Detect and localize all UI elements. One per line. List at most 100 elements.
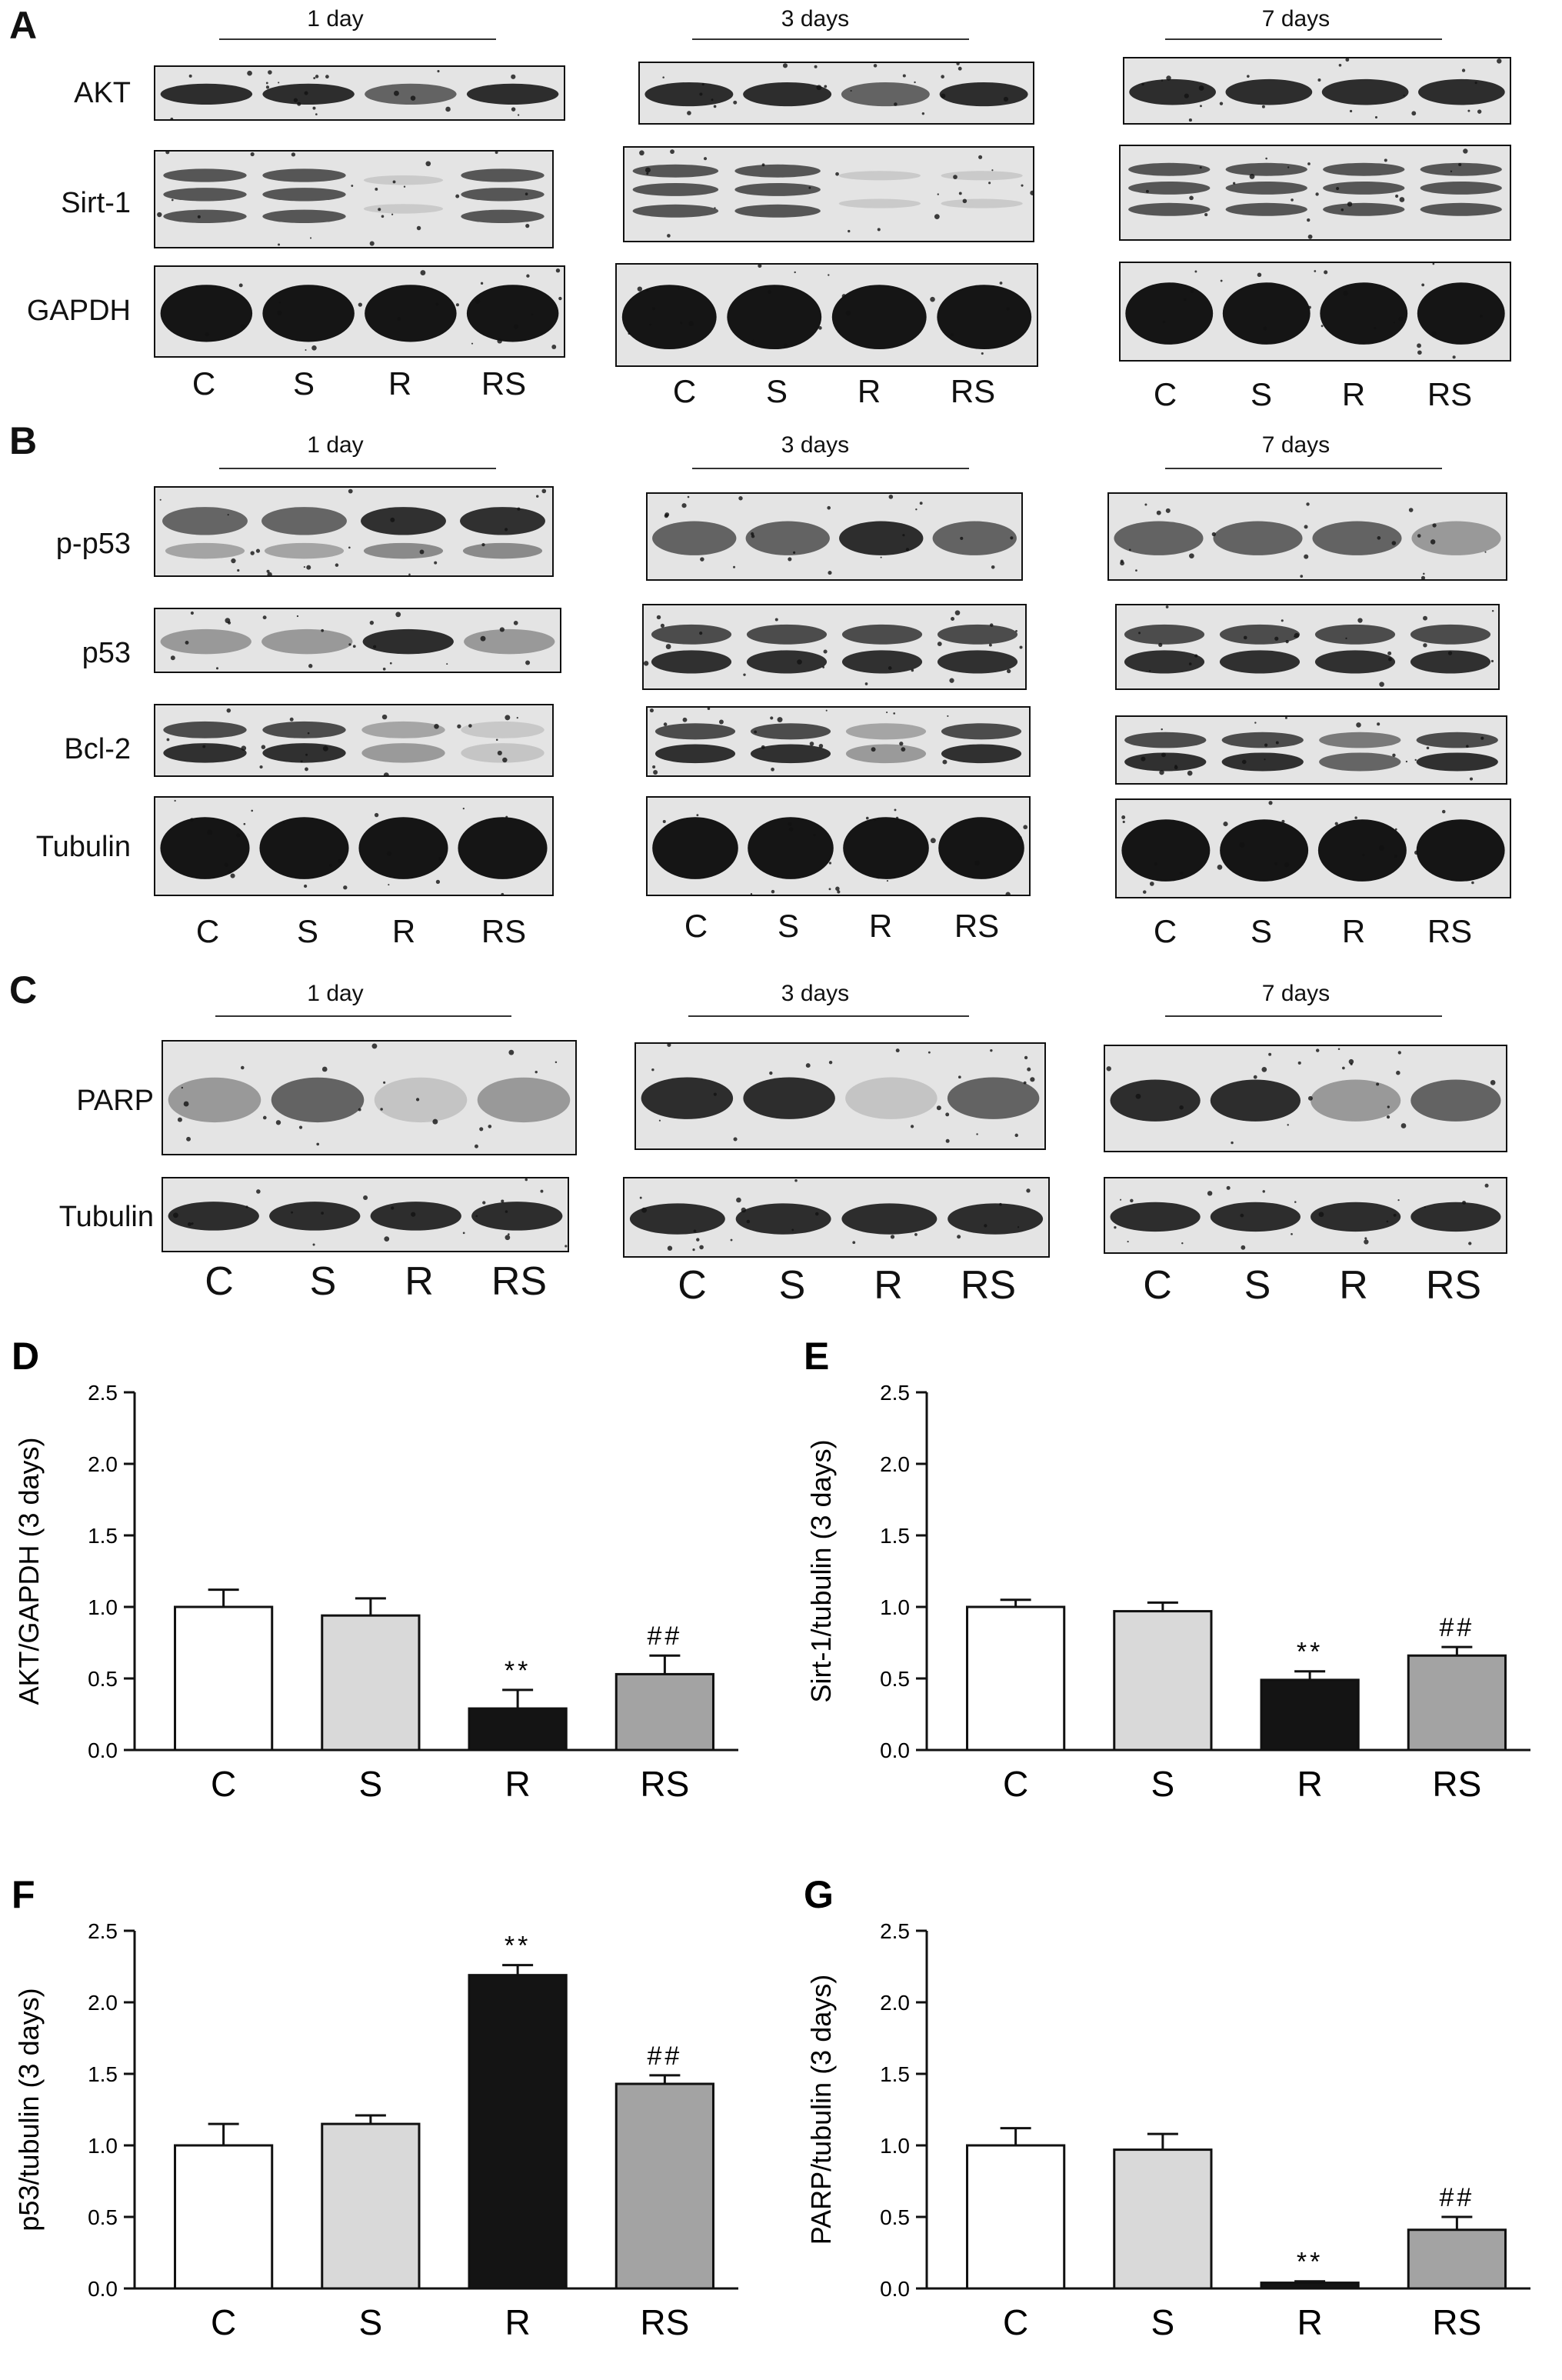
blot-speck xyxy=(411,1212,416,1217)
timepoint-line xyxy=(1165,38,1442,40)
blot-speck xyxy=(479,1127,484,1132)
blot-speck xyxy=(845,310,851,316)
blot-speck xyxy=(1261,1067,1267,1072)
blot-speck xyxy=(978,155,983,159)
blot-band xyxy=(162,507,248,559)
blot-speck xyxy=(455,303,459,307)
blot-speck xyxy=(957,1235,961,1239)
blot-speck xyxy=(942,759,948,765)
blot-speck xyxy=(1337,1048,1341,1050)
blot-speck xyxy=(841,294,847,298)
blot-bands xyxy=(163,1178,568,1251)
blot-speck xyxy=(516,717,518,719)
blot-speck xyxy=(1314,270,1317,272)
blot-speck xyxy=(680,321,683,325)
blot-speck xyxy=(1217,865,1223,870)
blot-speck xyxy=(1019,645,1023,649)
x-tick-label: R xyxy=(505,1764,531,1804)
blot-speck xyxy=(809,742,814,746)
blot-speck xyxy=(1469,777,1474,781)
blot-speck xyxy=(886,712,888,714)
x-tick-label: RS xyxy=(1432,2302,1481,2342)
blot-speck xyxy=(736,1197,741,1203)
blot-band xyxy=(1410,1202,1501,1232)
blot-band xyxy=(1312,521,1402,555)
blot-speck xyxy=(825,709,828,712)
blot-speck xyxy=(265,82,268,85)
timepoint-label: 7 days xyxy=(1261,6,1331,32)
blot-speck xyxy=(1281,619,1284,622)
blot-speck xyxy=(1120,561,1124,566)
blot-speck xyxy=(462,1232,465,1235)
blot-bands xyxy=(640,63,1033,123)
blot-speck xyxy=(495,738,498,742)
lane-label: R xyxy=(1341,376,1366,412)
blot-speck xyxy=(1376,1082,1380,1086)
blot-speck xyxy=(835,172,839,176)
blot-speck xyxy=(805,1063,811,1068)
blot-speck xyxy=(886,880,889,882)
blot-speck xyxy=(462,808,465,810)
blot-band xyxy=(1221,732,1304,772)
blot-band xyxy=(1410,624,1491,674)
x-tick-label: S xyxy=(1151,1764,1175,1804)
blot-speck xyxy=(1414,850,1419,855)
blot-speck xyxy=(828,862,832,865)
blot-speck xyxy=(974,860,980,866)
row-label: AKT xyxy=(74,77,131,109)
blot-band xyxy=(652,817,738,879)
blot-speck xyxy=(1006,307,1010,311)
blot-band xyxy=(262,285,355,342)
blot-speck xyxy=(1190,289,1194,294)
blot-speck xyxy=(1138,632,1141,635)
blot-band xyxy=(1128,162,1211,216)
blot-band xyxy=(1319,732,1401,772)
blot-speck xyxy=(352,645,356,648)
blot-band xyxy=(1114,521,1204,555)
blot-speck xyxy=(788,822,792,826)
blot-speck xyxy=(455,194,460,198)
blot-speck xyxy=(828,571,832,575)
blot-speck xyxy=(1281,819,1285,823)
blot-speck xyxy=(788,557,792,562)
blot-speck xyxy=(888,495,894,499)
blot-speck xyxy=(227,514,229,516)
blot-speck xyxy=(681,503,687,508)
blot-speck xyxy=(321,1066,328,1072)
blot-speck xyxy=(794,271,796,274)
blot-speck xyxy=(1423,643,1427,648)
blot-speck xyxy=(733,100,738,105)
timepoint-line xyxy=(1165,1015,1442,1017)
bar xyxy=(966,2144,1066,2290)
blot-speck xyxy=(1393,321,1396,324)
blot-speck xyxy=(291,152,296,157)
blot-speck xyxy=(1128,548,1131,552)
blot-speck xyxy=(378,208,381,212)
y-tick-label: 2.0 xyxy=(88,1452,118,1476)
blot-speck xyxy=(663,722,668,726)
blot-band xyxy=(1311,1202,1401,1232)
y-tick-label: 2.0 xyxy=(880,1452,910,1476)
blot-speck xyxy=(256,1189,261,1194)
blot-speck xyxy=(1274,862,1277,865)
blot-speck xyxy=(774,618,778,622)
blot-speck xyxy=(835,886,840,892)
blot-speck xyxy=(391,1206,395,1210)
lane-label: C xyxy=(684,908,708,944)
blot-speck xyxy=(240,324,245,329)
blot-band xyxy=(839,521,924,555)
blot-speck xyxy=(224,862,228,867)
blot-speck xyxy=(174,799,176,802)
blot-speck xyxy=(259,765,263,769)
blot-speck xyxy=(894,102,898,106)
blot-speck xyxy=(1307,234,1313,239)
blot-speck xyxy=(696,814,699,817)
blot-speck xyxy=(958,192,962,195)
blot-speck xyxy=(1254,722,1257,724)
blot-speck xyxy=(495,152,498,155)
y-tick-label: 1.5 xyxy=(88,1524,118,1548)
blot-band xyxy=(644,82,734,107)
blot-speck xyxy=(1204,213,1208,217)
blot-speck xyxy=(639,1196,642,1199)
blot-speck xyxy=(771,889,775,894)
